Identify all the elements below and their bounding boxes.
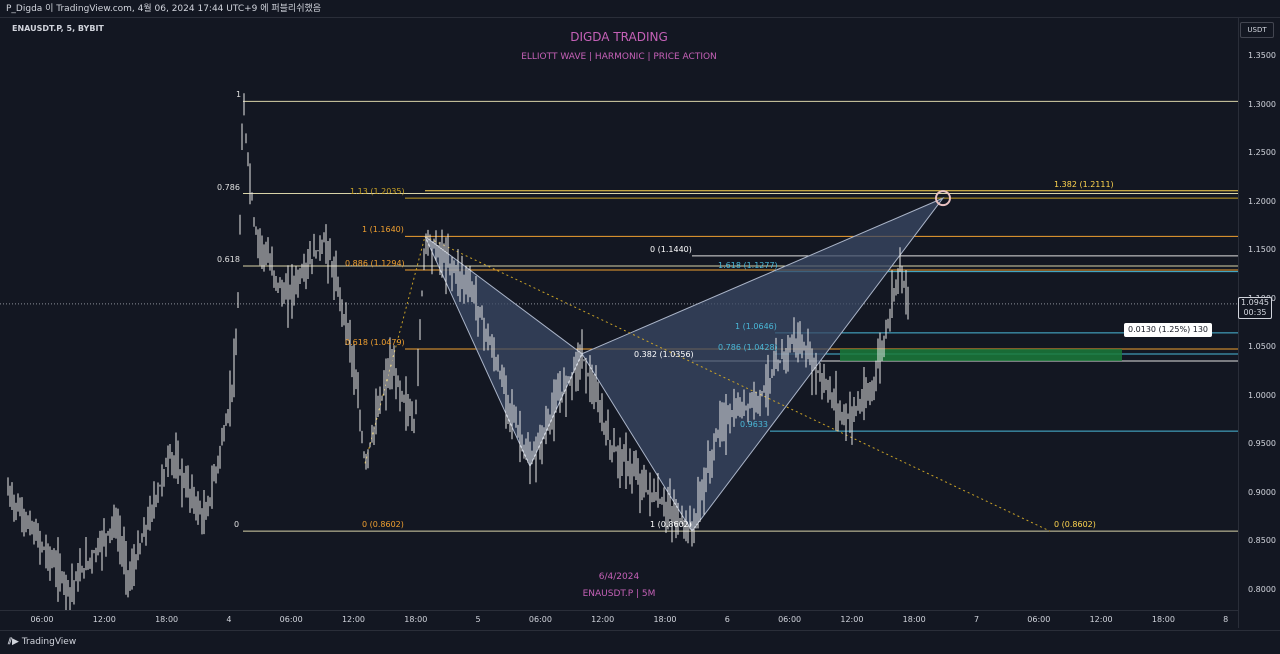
time-tick-label: 12:00 [840,615,864,624]
fib-label: 1.13 (1.2035) [350,187,405,197]
price-tick-label: 1.2000 [1248,196,1276,206]
time-tick-label: 06:00 [778,615,802,624]
brand-label: TradingView [21,637,77,647]
target-circle [935,190,951,207]
time-tick-label: 18:00 [1151,615,1175,624]
last-price-tag: 1.0945 00:35 [1238,296,1272,319]
last-price-value: 1.0945 [1241,297,1269,307]
symbol-legend[interactable]: ENAUSDT.P, 5, BYBIT [12,24,104,33]
fib-label: 0 [234,520,240,530]
fib-label: 1 (1.1640) [362,225,404,235]
price-tick-label: 1.3500 [1248,51,1276,60]
price-axis[interactable]: 1.35001.30001.25001.20001.15001.10001.05… [1238,18,1280,628]
time-axis[interactable]: 06:00 12:00 18:00 4 06:00 12:00 18:00 5 06:00 12:… [0,610,1238,630]
chart-canvas[interactable] [0,18,1238,610]
fib-label: 0 (0.8602) [1054,520,1096,530]
time-tick-label: 12:00 [341,615,366,624]
tradingview-logo[interactable]: ⫽▶ TradingView [8,637,76,647]
target-zone [840,349,1122,361]
time-tick-label: 06:00 [279,615,303,624]
price-tick-label: 1.1500 [1248,245,1276,254]
time-tick-label: 12:00 [591,615,615,624]
price-tick-label: 0.9000 [1248,487,1276,497]
time-tick-label: 7 [973,615,980,624]
fib-label: 1 (0.8602) [650,520,692,530]
time-tick-label: 6 [724,615,730,624]
time-tick-label: 18:00 [653,615,677,624]
watermark-title: DIGDA TRADING [570,30,668,44]
fib-label: 0.886 (1.1294) [345,258,405,268]
time-tick-label: 8 [1223,615,1229,624]
price-tick-label: 0.8500 [1248,536,1276,545]
currency-button[interactable]: USDT [1240,22,1274,38]
fib-label: 0.382 (1.0356) [634,349,694,359]
watermark-symbol: ENAUSDT.P | 5M [582,589,656,599]
fib-label: 0.618 (1.0479) [345,338,405,348]
harmonic-bcd-triangle [581,196,945,532]
time-tick-label: 06:00 [30,615,54,624]
fib-label: 1.618 (1.1277) [718,260,778,270]
time-tick-label: 18:00 [155,615,179,624]
fib-label: 0.786 [217,182,240,192]
price-tick-label: 1.2500 [1248,148,1276,157]
price-tick-label: 0.8000 [1248,584,1276,594]
fib-label: 0 (1.1440) [650,244,692,254]
wave-dotted-line [364,236,426,464]
time-tick-label: 12:00 [92,615,116,624]
measure-tooltip: 0.0130 (1.25%) 130 [1124,323,1213,337]
time-tick-label: 06:00 [528,615,552,624]
publish-caption: P_Digda 이 TradingView.com, 4월 06, 2024 1… [0,0,1280,18]
fib-label: 1 (1.0646) [735,321,777,331]
time-tick-label: 12:00 [1089,615,1113,624]
fib-label: 0.9633 [740,420,768,430]
fib-label: 0.786 (1.0428) [718,342,778,352]
countdown-value: 00:35 [1243,307,1267,317]
tradingview-icon: ⫽▶ [8,637,19,647]
time-tick-label: 18:00 [404,615,428,624]
price-tick-label: 1.0000 [1248,390,1276,400]
footer-bar: ⫽▶ TradingView [0,630,1280,654]
time-tick-label: 5 [475,615,481,624]
watermark-subtitle: ELLIOTT WAVE | HARMONIC | PRICE ACTION [521,52,717,62]
time-tick-label: 4 [226,615,232,624]
harmonic-xab-triangle [424,236,583,468]
xc-dotted-line [424,235,1051,532]
fib-label: 0 (0.8602) [362,520,404,530]
time-tick-label: 06:00 [1027,615,1051,624]
time-tick-label: 18:00 [902,615,926,624]
price-tick-label: 1.0500 [1248,342,1276,351]
fib-label: 0.618 [217,255,240,264]
price-tick-label: 0.9500 [1248,439,1276,448]
watermark-date: 6/4/2024 [598,572,640,582]
fib-label: 1.382 (1.2111) [1054,179,1114,189]
fib-label: 1 [236,90,242,100]
price-tick-label: 1.3000 [1248,99,1276,109]
chart-pane[interactable]: ENAUSDT.P, 5, BYBIT DIGDA TRADING ELLIOT… [0,18,1238,610]
